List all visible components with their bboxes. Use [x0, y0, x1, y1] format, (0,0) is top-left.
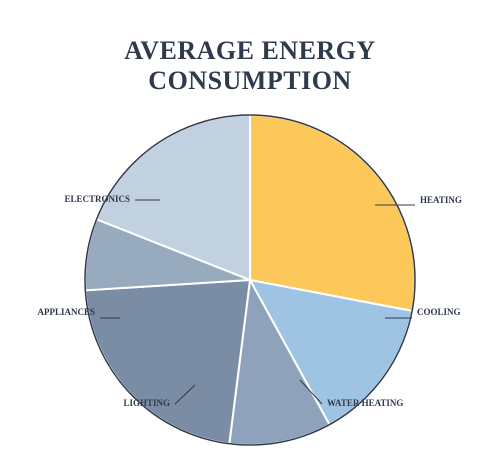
leader-line: [174, 384, 196, 405]
slice-label: COOLING: [417, 307, 461, 317]
slice-label: WATER HEATING: [327, 398, 403, 408]
slice-label: APPLIANCES: [37, 307, 95, 317]
pie-outline: [84, 114, 416, 446]
slice-label: ELECTRONICS: [64, 194, 130, 204]
pie-slice: [84, 278, 252, 445]
slice-label: LIGHTING: [123, 398, 170, 408]
slice-label: HEATING: [420, 195, 462, 205]
leader-line: [299, 379, 323, 405]
pie-slice: [249, 113, 416, 313]
chart-title: AVERAGE ENERGY CONSUMPTION: [124, 36, 376, 95]
